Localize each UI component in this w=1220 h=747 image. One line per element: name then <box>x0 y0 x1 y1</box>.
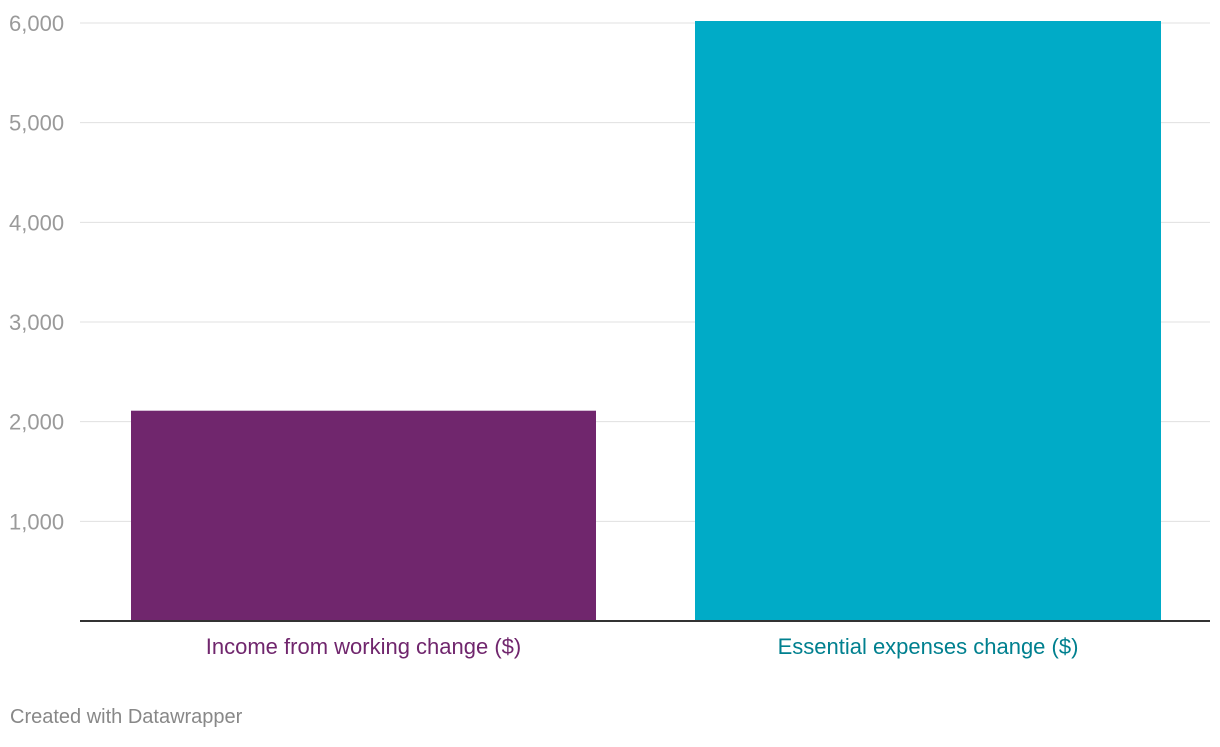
x-category-label: Essential expenses change ($) <box>778 634 1079 659</box>
bar-essential-expenses-change <box>695 21 1161 622</box>
x-axis-labels: Income from working change ($) Essential … <box>206 634 1079 659</box>
y-tick-label: 5,000 <box>9 111 64 136</box>
y-tick-label: 6,000 <box>9 11 64 36</box>
x-category-label: Income from working change ($) <box>206 634 521 659</box>
y-tick-label: 3,000 <box>9 310 64 335</box>
y-tick-label: 1,000 <box>9 509 64 534</box>
bar-income-from-working-change <box>131 410 596 621</box>
bars <box>131 21 1161 622</box>
credit-text: Created with Datawrapper <box>10 706 243 728</box>
y-tick-label: 4,000 <box>9 210 64 235</box>
y-tick-label: 2,000 <box>9 410 64 435</box>
y-axis-ticks: 1,000 2,000 3,000 4,000 5,000 6,000 <box>9 11 64 534</box>
